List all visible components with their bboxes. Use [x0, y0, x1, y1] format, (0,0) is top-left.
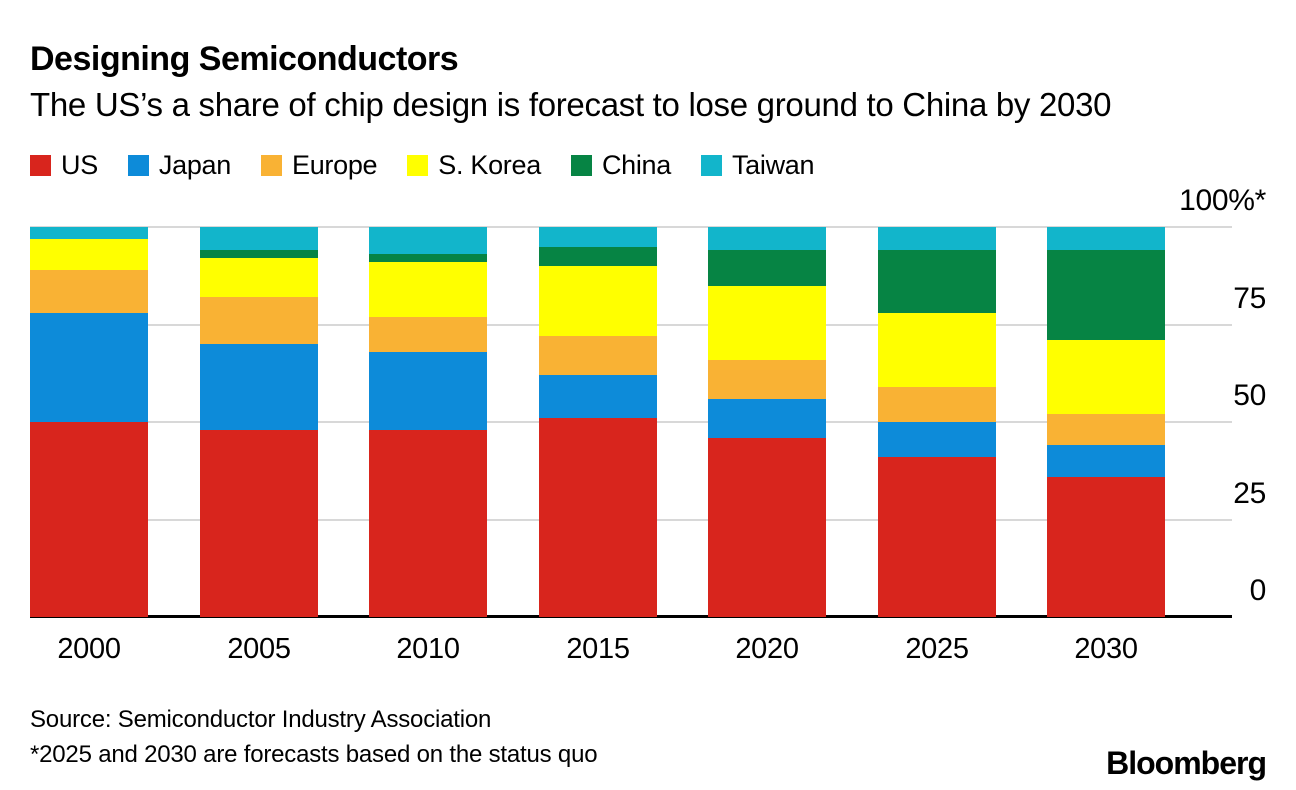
- bar-segment-2000-us: [30, 422, 148, 617]
- bar-segment-2010-us: [369, 429, 487, 617]
- legend-item-europe: Europe: [261, 150, 378, 181]
- bar-segment-2015-us: [539, 418, 657, 617]
- legend-item-us: US: [30, 150, 98, 181]
- bar-segment-2000-japan: [30, 312, 148, 422]
- legend-label: Taiwan: [731, 150, 815, 180]
- legend-swatch-icon: [261, 155, 282, 176]
- page-title: Designing Semiconductors: [30, 40, 459, 78]
- bar-segment-2025-us: [878, 457, 996, 617]
- bar-segment-2025-japan: [878, 422, 996, 458]
- bar-segment-2010-japan: [369, 351, 487, 430]
- legend-label: China: [601, 150, 671, 180]
- x-axis-label-2010: 2010: [396, 633, 460, 665]
- bar-segment-2010-taiwan: [369, 227, 487, 255]
- stacked-bar-2025: [878, 227, 996, 617]
- bar-segment-2010-europe: [369, 316, 487, 352]
- bar-segment-2010-s-korea: [369, 262, 487, 317]
- bar-segment-2005-taiwan: [200, 227, 318, 251]
- legend-label: Europe: [292, 150, 378, 180]
- x-axis-label-2005: 2005: [227, 633, 291, 665]
- y-axis-tick-label: 75: [1233, 281, 1266, 315]
- legend: US Japan Europe S. Korea China Taiwan: [30, 150, 815, 181]
- bar-segment-2005-s-korea: [200, 258, 318, 298]
- bar-segment-2005-china: [200, 250, 318, 259]
- bar-segment-2020-japan: [708, 398, 826, 438]
- y-axis-tick-label: 0: [1249, 574, 1267, 607]
- forecast-note: *2025 and 2030 are forecasts based on th…: [30, 741, 598, 768]
- legend-item-japan: Japan: [127, 150, 231, 181]
- legend-item-s-korea: S. Korea: [407, 150, 541, 181]
- legend-item-china: China: [570, 150, 671, 181]
- stacked-bar-2010: [369, 227, 487, 617]
- legend-label: US: [61, 150, 98, 180]
- stacked-bar-chart: 0 25 50 75 100%* 2000 2005 2010 2015 2020 2025 2030: [30, 184, 1267, 665]
- bar-segment-2020-china: [708, 250, 826, 286]
- legend-swatch-icon: [700, 155, 722, 176]
- x-axis-label-2015: 2015: [566, 633, 630, 665]
- bar-segment-2030-china: [1047, 250, 1165, 341]
- x-axis-label-2025: 2025: [905, 633, 969, 665]
- footer: Source: Semiconductor Industry Associati…: [30, 702, 598, 772]
- stacked-bar-2015: [539, 227, 657, 617]
- bar-segment-2015-europe: [539, 336, 657, 376]
- bar-segment-2020-taiwan: [708, 227, 826, 251]
- legend-swatch-icon: [570, 155, 592, 176]
- bar-segment-2020-s-korea: [708, 285, 826, 360]
- y-axis-tick-label: 50: [1233, 379, 1266, 412]
- bar-segment-2020-us: [708, 437, 826, 617]
- legend-item-taiwan: Taiwan: [700, 150, 815, 181]
- bloomberg-logo: Bloomberg: [1106, 745, 1267, 781]
- stacked-bar-2030: [1047, 227, 1165, 617]
- bar-segment-2005-europe: [200, 297, 318, 344]
- bar-segment-2030-taiwan: [1047, 227, 1165, 251]
- bar-segment-2000-taiwan: [30, 227, 148, 239]
- stacked-bar-2000: [30, 227, 148, 617]
- x-axis-label-2020: 2020: [735, 633, 799, 665]
- legend-swatch-icon: [30, 155, 51, 176]
- stacked-bar-2005: [200, 227, 318, 617]
- bar-segment-2010-china: [369, 254, 487, 263]
- chart-subtitle: The US’s a share of chip design is forec…: [30, 86, 1112, 123]
- bar-segment-2030-europe: [1047, 414, 1165, 446]
- bar-segment-2025-taiwan: [878, 227, 996, 251]
- source-note: Source: Semiconductor Industry Associati…: [30, 706, 492, 733]
- bar-segment-2015-china: [539, 246, 657, 266]
- bar-segment-2015-japan: [539, 375, 657, 419]
- legend-swatch-icon: [407, 155, 429, 176]
- bar-segment-2015-s-korea: [539, 266, 657, 337]
- bar-segment-2000-europe: [30, 269, 148, 313]
- y-axis-tick-label: 100%*: [1179, 184, 1266, 217]
- legend-label: Japan: [158, 150, 231, 180]
- legend-label: S. Korea: [438, 150, 541, 180]
- bar-segment-2025-europe: [878, 386, 996, 422]
- bar-segment-2025-china: [878, 250, 996, 313]
- bar-segment-2005-japan: [200, 344, 318, 430]
- bar-segment-2000-s-korea: [30, 238, 148, 270]
- bar-segment-2030-us: [1047, 476, 1165, 617]
- bar-segment-2030-japan: [1047, 445, 1165, 477]
- bar-segment-2005-us: [200, 429, 318, 617]
- x-axis-label-2000: 2000: [57, 633, 121, 665]
- plot-area: [30, 226, 1232, 618]
- bar-segment-2015-taiwan: [539, 227, 657, 247]
- y-axis-tick-label: 25: [1233, 476, 1266, 510]
- x-axis-label-2030: 2030: [1074, 633, 1138, 665]
- bar-segment-2020-europe: [708, 359, 826, 399]
- bar-segment-2025-s-korea: [878, 312, 996, 387]
- bar-segment-2030-s-korea: [1047, 340, 1165, 415]
- legend-swatch-icon: [127, 155, 149, 176]
- stacked-bar-2020: [708, 227, 826, 617]
